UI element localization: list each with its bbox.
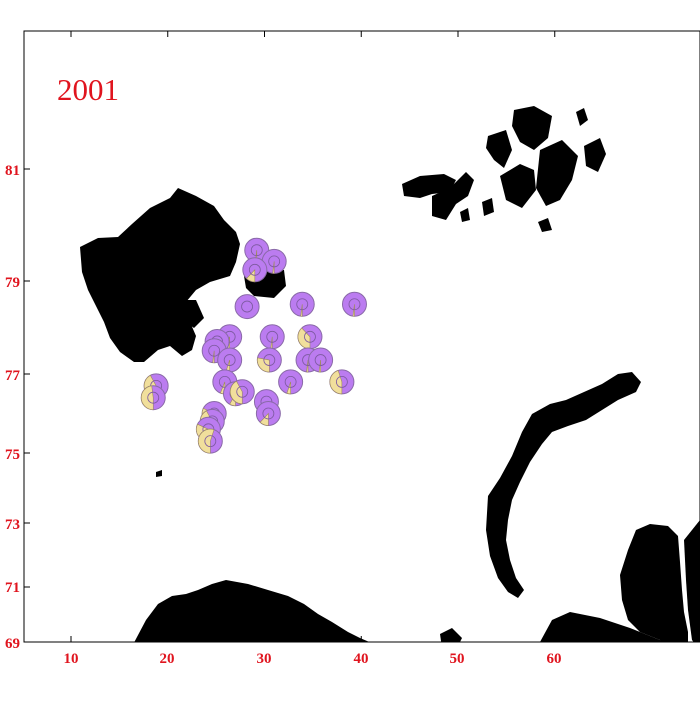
station-pie [261, 248, 287, 274]
station-pie-ring [284, 375, 297, 388]
franz-josef-east-d [536, 140, 578, 206]
x-tick-label-40: 40 [354, 651, 369, 667]
station-pie-minor [306, 360, 309, 373]
station-pie [217, 347, 243, 373]
station-pie-ring [248, 263, 261, 276]
station-pie-ring [266, 330, 279, 343]
station-pie [289, 291, 315, 317]
plot-frame [23, 30, 700, 643]
y-tick-label-79: 79 [5, 275, 20, 291]
x-tick-label-10: 10 [64, 651, 79, 667]
x-tick-label-20: 20 [160, 651, 175, 667]
station-pie [256, 347, 282, 373]
y-axis-labels: 81 79 77 75 73 71 69 [5, 163, 21, 652]
station-pie-minor [257, 357, 270, 373]
franz-josef-east-c [512, 106, 552, 150]
station-pie-main [234, 294, 260, 320]
axis-ticks [24, 31, 556, 643]
station-pie-ring [208, 344, 221, 357]
station-pie-minor [140, 385, 154, 411]
station-pie-minor [212, 350, 215, 364]
station-pie [308, 347, 334, 373]
station-pie-ring [268, 255, 281, 268]
station-pie-ring [348, 298, 361, 311]
station-pie-ring [296, 298, 309, 311]
x-axis-labels: 10 20 30 40 50 60 [64, 651, 562, 667]
station-pie-ring [263, 354, 276, 366]
franz-josef-islet-b [482, 198, 494, 216]
station-pie-ring [241, 300, 253, 313]
franz-josef-east-e [584, 138, 606, 172]
station-pie [234, 294, 260, 320]
station-pie-minor [259, 412, 269, 426]
franz-josef-islet-d [460, 208, 470, 222]
year-label: 2001 [57, 72, 119, 107]
y-tick-label-75: 75 [5, 447, 20, 463]
russia-coast-far-right [684, 520, 700, 642]
franz-josef-central [432, 172, 474, 220]
franz-josef-east-a [486, 130, 512, 168]
station-pie-ring [236, 385, 249, 398]
station-pie-minor [329, 370, 343, 395]
station-pie [140, 385, 166, 411]
novaya-zemlya [486, 372, 641, 598]
station-pie [329, 369, 355, 395]
station-pie [341, 291, 367, 317]
franz-josef-east-b [500, 164, 536, 208]
svalbard-landmass [80, 188, 240, 362]
station-pie-minor [272, 261, 275, 274]
station-pie-minor [198, 428, 215, 454]
y-tick-label-81: 81 [5, 163, 20, 179]
stations-layer [140, 237, 367, 454]
station-pie-minor [352, 304, 355, 317]
y-tick-label-71: 71 [5, 580, 20, 596]
station-pie [255, 401, 281, 426]
russia-east-mainland [620, 524, 688, 642]
station-pie-ring [250, 244, 263, 257]
x-tick-label-50: 50 [450, 651, 465, 667]
x-tick-label-30: 30 [257, 651, 272, 667]
norway-kola-coast [134, 580, 370, 642]
station-pie-minor [246, 269, 256, 283]
station-pie-minor [318, 360, 321, 373]
y-tick-label-69: 69 [5, 636, 20, 652]
station-pie-ring [262, 407, 275, 420]
station-pie-minor [286, 381, 291, 395]
station-pie-ring [304, 330, 316, 343]
y-tick-label-73: 73 [5, 517, 20, 533]
station-pie [229, 379, 255, 405]
russia-north-coast [540, 612, 674, 642]
station-pie [259, 324, 285, 350]
station-pie-ring [147, 391, 160, 404]
bear-island [156, 470, 162, 477]
station-pie [297, 324, 323, 350]
station-pie [278, 369, 304, 395]
y-tick-label-77: 77 [5, 368, 21, 384]
station-pie-minor [300, 304, 303, 317]
station-pie-ring [223, 354, 236, 366]
station-pie-ring [335, 375, 348, 388]
station-pie [197, 428, 223, 454]
franz-josef-islet-a [576, 108, 588, 126]
station-pie-ring [314, 354, 327, 366]
station-pie [242, 257, 268, 283]
svalbard-islet [176, 300, 204, 328]
station-pie-ring [204, 435, 217, 448]
land-layer [80, 106, 700, 642]
franz-josef-islet-c [538, 218, 552, 232]
kanin-islet [440, 628, 462, 642]
x-tick-label-60: 60 [547, 651, 562, 667]
